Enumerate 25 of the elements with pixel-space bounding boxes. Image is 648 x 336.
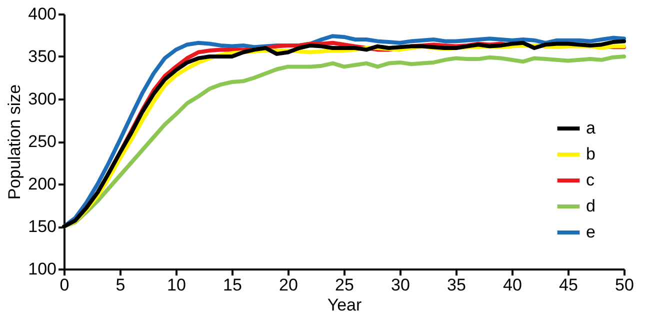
- x-tick-label: 25: [335, 276, 354, 294]
- x-tick-label: 40: [503, 276, 522, 294]
- y-tick-label: 400: [28, 4, 56, 24]
- x-tick-label: 50: [615, 276, 634, 294]
- x-tick-label: 35: [447, 276, 466, 294]
- y-axis-title: Population size: [5, 84, 24, 200]
- y-tick-label: 150: [28, 217, 56, 236]
- y-tick-label: 350: [28, 47, 56, 66]
- legend-label: a: [586, 118, 596, 138]
- x-tick-label: 20: [279, 276, 298, 294]
- legend-label: c: [586, 170, 595, 190]
- x-tick-label: 10: [167, 276, 186, 294]
- x-tick-label: 0: [60, 276, 70, 294]
- y-tick-label: 250: [28, 132, 56, 151]
- legend-label: b: [586, 144, 596, 164]
- legend-label: d: [586, 196, 596, 216]
- legend-label: e: [586, 222, 596, 242]
- y-tick-label: 300: [28, 90, 56, 108]
- y-tick-label: 200: [28, 174, 56, 194]
- x-tick-label: 45: [559, 276, 578, 294]
- x-tick-label: 5: [116, 276, 126, 294]
- x-tick-label: 30: [391, 276, 410, 294]
- x-tick-label: 15: [223, 276, 242, 294]
- y-tick-label: 100: [28, 260, 56, 278]
- x-axis-title: Year: [327, 296, 362, 314]
